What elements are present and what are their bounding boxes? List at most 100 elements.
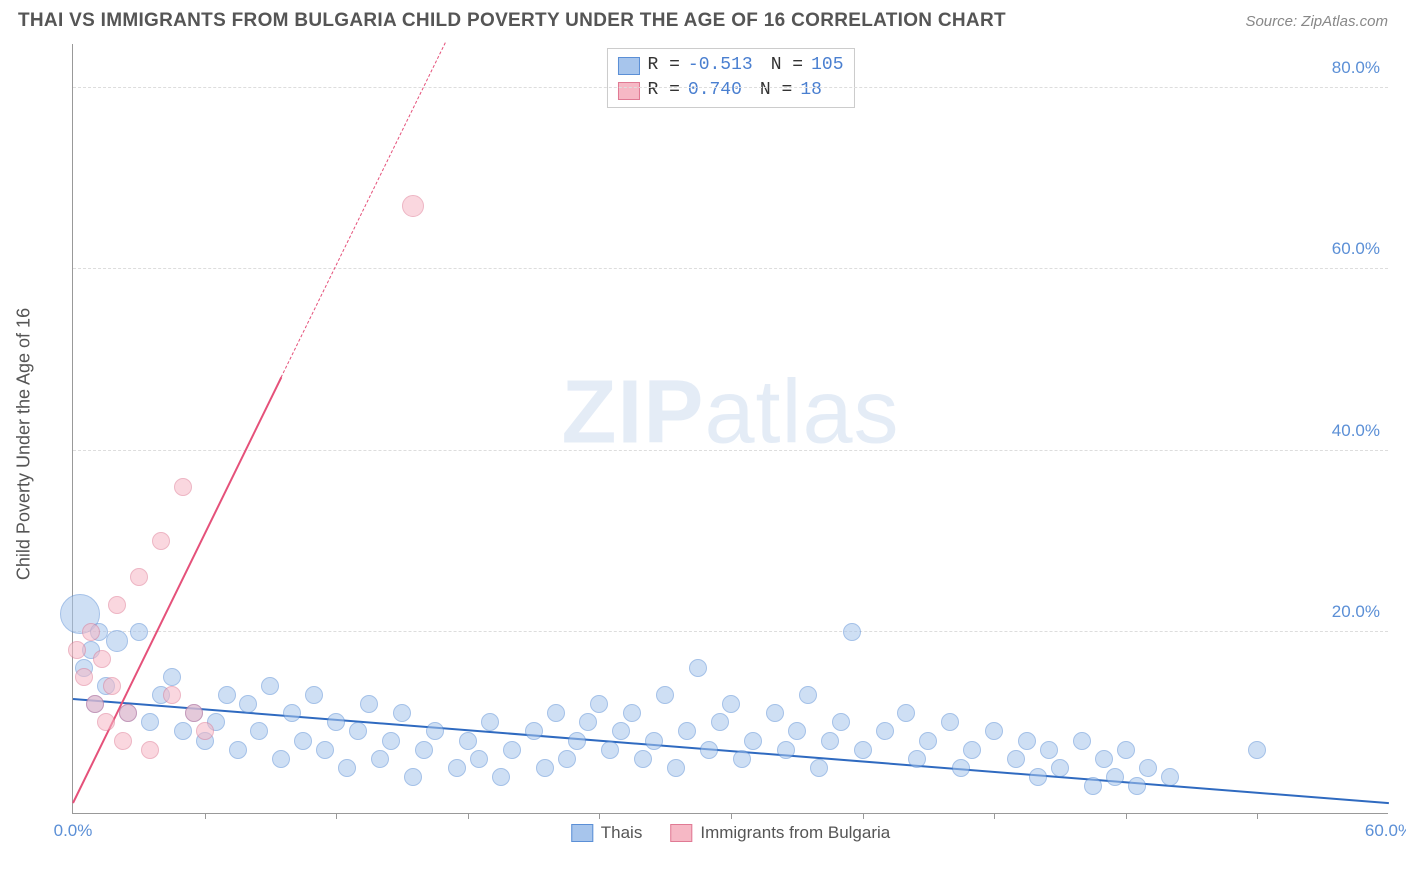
- data-point: [1018, 732, 1036, 750]
- x-tick-label: 0.0%: [54, 821, 93, 841]
- legend-item: Immigrants from Bulgaria: [670, 823, 890, 843]
- data-point: [470, 750, 488, 768]
- data-point: [612, 722, 630, 740]
- stats-legend-row: R =-0.513N =105: [617, 53, 843, 78]
- trend-line: [73, 698, 1389, 804]
- y-tick-label: 80.0%: [1332, 58, 1380, 78]
- data-point: [97, 713, 115, 731]
- data-point: [218, 686, 236, 704]
- data-point: [1248, 741, 1266, 759]
- data-point: [141, 741, 159, 759]
- data-point: [733, 750, 751, 768]
- x-tick-mark: [205, 813, 206, 819]
- gridline: [73, 87, 1388, 88]
- data-point: [349, 722, 367, 740]
- data-point: [623, 704, 641, 722]
- source-attribution: Source: ZipAtlas.com: [1245, 13, 1388, 30]
- trend-line: [72, 377, 282, 804]
- x-tick-mark: [336, 813, 337, 819]
- data-point: [821, 732, 839, 750]
- watermark-light: atlas: [704, 363, 899, 463]
- x-tick-mark: [599, 813, 600, 819]
- data-point: [82, 623, 100, 641]
- data-point: [810, 759, 828, 777]
- legend-swatch: [571, 824, 593, 842]
- y-tick-label: 40.0%: [1332, 421, 1380, 441]
- n-label: N =: [771, 53, 803, 78]
- data-point: [75, 668, 93, 686]
- data-point: [382, 732, 400, 750]
- data-point: [1084, 777, 1102, 795]
- n-value: 105: [811, 53, 843, 78]
- data-point: [272, 750, 290, 768]
- gridline: [73, 631, 1388, 632]
- data-point: [536, 759, 554, 777]
- data-point: [294, 732, 312, 750]
- data-point: [722, 695, 740, 713]
- data-point: [919, 732, 937, 750]
- x-tick-mark: [731, 813, 732, 819]
- data-point: [261, 677, 279, 695]
- data-point: [106, 630, 128, 652]
- series-legend: Thais Immigrants from Bulgaria: [571, 823, 890, 843]
- data-point: [152, 532, 170, 550]
- data-point: [174, 722, 192, 740]
- stats-legend: R =-0.513N =105R = 0.740N = 18: [606, 48, 854, 108]
- data-point: [163, 686, 181, 704]
- data-point: [239, 695, 257, 713]
- data-point: [601, 741, 619, 759]
- data-point: [645, 732, 663, 750]
- y-tick-label: 20.0%: [1332, 602, 1380, 622]
- data-point: [908, 750, 926, 768]
- data-point: [68, 641, 86, 659]
- data-point: [700, 741, 718, 759]
- chart-container: Child Poverty Under the Age of 16 ZIPatl…: [48, 44, 1388, 844]
- data-point: [711, 713, 729, 731]
- data-point: [678, 722, 696, 740]
- data-point: [481, 713, 499, 731]
- data-point: [1073, 732, 1091, 750]
- legend-swatch: [670, 824, 692, 842]
- data-point: [558, 750, 576, 768]
- data-point: [744, 732, 762, 750]
- data-point: [393, 704, 411, 722]
- gridline: [73, 268, 1388, 269]
- y-tick-label: 60.0%: [1332, 239, 1380, 259]
- data-point: [766, 704, 784, 722]
- r-label: R =: [647, 78, 679, 103]
- chart-header: THAI VS IMMIGRANTS FROM BULGARIA CHILD P…: [0, 0, 1406, 36]
- data-point: [503, 741, 521, 759]
- data-point: [667, 759, 685, 777]
- legend-label: Thais: [601, 823, 643, 843]
- data-point: [371, 750, 389, 768]
- data-point: [86, 695, 104, 713]
- legend-item: Thais: [571, 823, 643, 843]
- chart-title: THAI VS IMMIGRANTS FROM BULGARIA CHILD P…: [18, 10, 1006, 32]
- data-point: [415, 741, 433, 759]
- data-point: [130, 568, 148, 586]
- data-point: [590, 695, 608, 713]
- data-point: [1117, 741, 1135, 759]
- data-point: [163, 668, 181, 686]
- y-axis-label: Child Poverty Under the Age of 16: [14, 308, 35, 580]
- watermark-bold: ZIP: [561, 363, 704, 463]
- data-point: [634, 750, 652, 768]
- legend-swatch: [617, 82, 639, 100]
- data-point: [196, 722, 214, 740]
- data-point: [130, 623, 148, 641]
- data-point: [941, 713, 959, 731]
- data-point: [108, 596, 126, 614]
- data-point: [854, 741, 872, 759]
- plot-area: ZIPatlas R =-0.513N =105R = 0.740N = 18 …: [72, 44, 1388, 814]
- legend-swatch: [617, 57, 639, 75]
- data-point: [656, 686, 674, 704]
- data-point: [1161, 768, 1179, 786]
- data-point: [492, 768, 510, 786]
- data-point: [788, 722, 806, 740]
- data-point: [250, 722, 268, 740]
- data-point: [777, 741, 795, 759]
- data-point: [952, 759, 970, 777]
- data-point: [426, 722, 444, 740]
- x-tick-mark: [468, 813, 469, 819]
- data-point: [963, 741, 981, 759]
